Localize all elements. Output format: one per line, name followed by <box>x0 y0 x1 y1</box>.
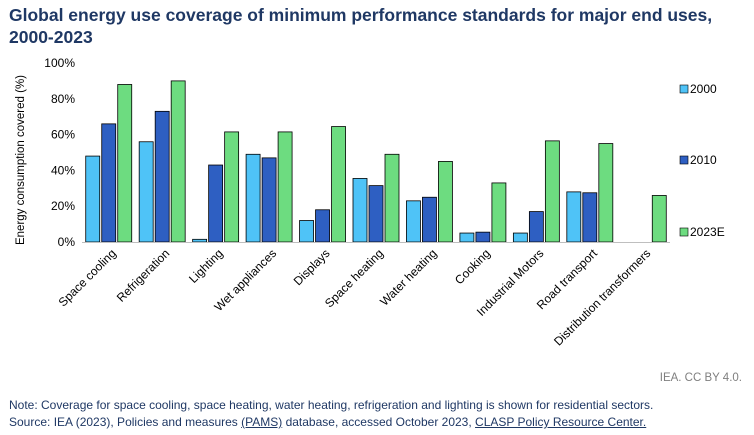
bar-2023e-3 <box>277 131 293 243</box>
y-tick-label: 80% <box>51 92 75 106</box>
bar-2010-0 <box>101 123 117 243</box>
bar-2023e-4 <box>331 126 346 243</box>
legend-label: 2010 <box>690 153 717 167</box>
note-text: Note: Coverage for space cooling, space … <box>9 398 654 412</box>
x-tick-label: Lighting <box>186 246 226 286</box>
bar-2023e-1 <box>170 80 186 243</box>
bar-2023e-5 <box>384 153 400 243</box>
source-middle: database, accessed October 2023, <box>282 415 476 429</box>
bar-2010-8 <box>528 211 544 243</box>
y-tick-label: 20% <box>51 199 75 213</box>
bar-2010-6 <box>422 196 437 243</box>
bar-2010-2 <box>208 164 224 243</box>
bar-2023e-0 <box>117 84 133 243</box>
x-tick-label: Space cooling <box>56 246 119 309</box>
bar-2000-2 <box>192 238 208 243</box>
bar-2000-8 <box>512 232 528 243</box>
y-tick-label: 40% <box>51 163 75 177</box>
bar-2023e-8 <box>544 140 560 243</box>
note: Note: Coverage for space cooling, space … <box>9 397 653 431</box>
bar-2000-0 <box>85 155 101 243</box>
bar-2010-9 <box>582 192 598 243</box>
y-axis-ticks: 0% 20% 40% 60% 80% 100% <box>44 56 75 249</box>
legend-label: 2000 <box>690 82 717 96</box>
chart-title: Global energy use coverage of minimum pe… <box>9 5 713 47</box>
bar-2023e-7 <box>491 182 507 243</box>
y-axis-label: Energy consumption covered (%) <box>15 75 27 245</box>
x-tick-label: Displays <box>291 246 333 288</box>
bar-2010-5 <box>368 185 384 243</box>
bar-2000-9 <box>566 191 582 243</box>
attribution: IEA. CC BY 4.0. <box>659 372 742 384</box>
bar-2023e-2 <box>224 131 240 243</box>
bar-2023e-10 <box>651 195 667 243</box>
bar-2000-6 <box>406 200 421 243</box>
pams-link[interactable]: (PAMS) <box>241 415 283 429</box>
legend-swatch-2010 <box>679 155 689 165</box>
x-tick-label: Water heating <box>377 246 439 308</box>
bars-group <box>85 80 667 243</box>
bar-2000-4 <box>299 220 314 243</box>
source-line: Source: IEA (2023), Policies and measure… <box>9 414 653 431</box>
bar-2010-7 <box>475 231 491 243</box>
bar-2023e-9 <box>598 143 614 243</box>
bar-2000-1 <box>138 141 154 243</box>
bar-2010-4 <box>315 209 330 243</box>
legend-swatch-2000 <box>679 84 689 94</box>
y-tick-label: 0% <box>58 235 76 249</box>
bar-2000-7 <box>459 232 475 243</box>
legend: 2000 2010 2023E <box>679 82 725 239</box>
clasp-link[interactable]: CLASP Policy Resource Center. <box>475 415 647 429</box>
x-tick-label: Refrigeration <box>114 246 172 304</box>
bar-2010-3 <box>261 157 277 243</box>
legend-swatch-2023e <box>679 227 689 237</box>
x-tick-label: Distribution transformers <box>551 246 653 348</box>
y-tick-label: 100% <box>44 56 75 70</box>
bar-2010-1 <box>154 110 170 243</box>
bar-2000-3 <box>245 153 261 243</box>
bar-2023e-6 <box>438 161 453 243</box>
source-prefix: Source: IEA (2023), Policies and measure… <box>9 415 242 429</box>
y-tick-label: 60% <box>51 128 75 142</box>
legend-label: 2023E <box>690 225 725 239</box>
bar-2000-5 <box>352 178 368 243</box>
x-tick-label: Cooking <box>452 246 493 287</box>
